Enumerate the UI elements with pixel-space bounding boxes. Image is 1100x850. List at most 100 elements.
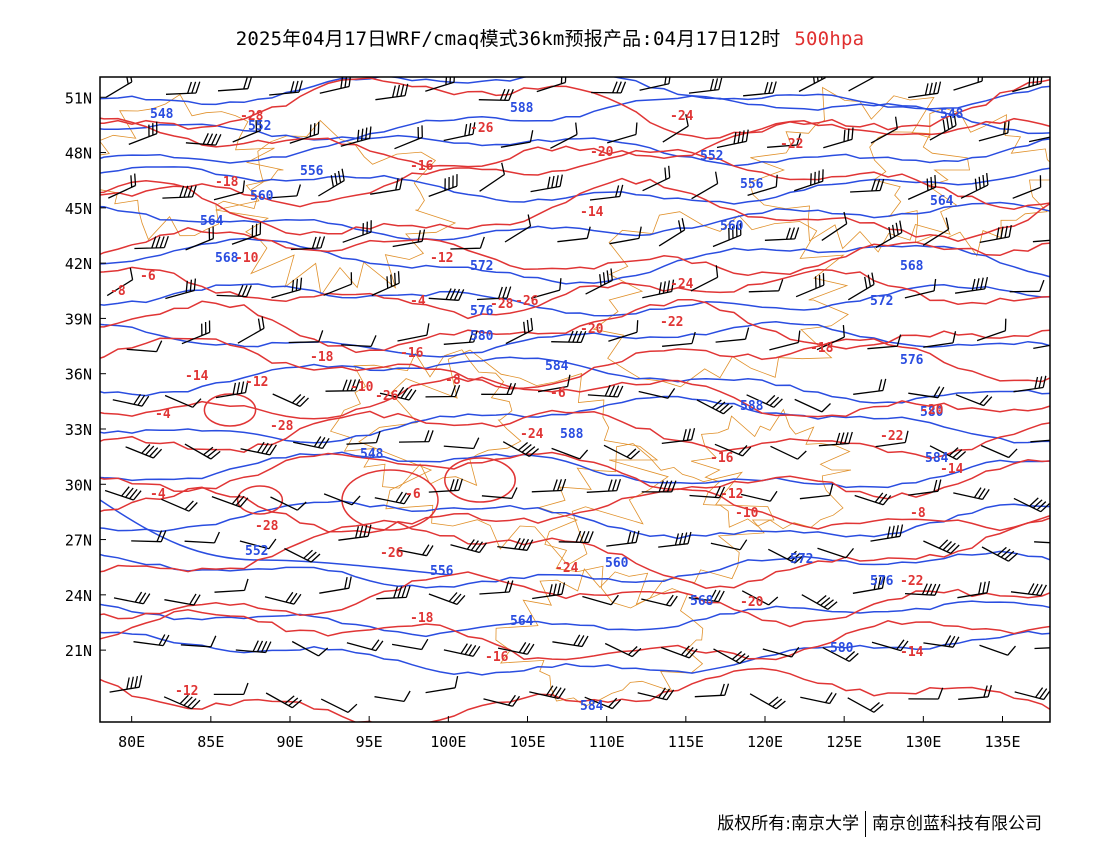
- height-contour-line: [100, 451, 1050, 489]
- wind-barb: [185, 226, 214, 251]
- wind-barb: [955, 394, 993, 407]
- height-contour-label: 552: [245, 544, 268, 559]
- wind-barb: [346, 639, 384, 652]
- wind-barb: [550, 122, 578, 149]
- wind-barb: [551, 330, 587, 344]
- wind-barb: [398, 430, 434, 443]
- wind-barb: [799, 483, 834, 500]
- wind-barb: [1032, 238, 1050, 243]
- wind-barb: [762, 646, 800, 658]
- wind-barb: [165, 81, 201, 95]
- wind-barb: [591, 81, 627, 94]
- height-contour-line: [100, 321, 1050, 358]
- height-contour-label: 552: [248, 119, 271, 134]
- temperature-contour-label: -12: [720, 487, 743, 502]
- wind-barb: [800, 692, 837, 705]
- wind-barb: [607, 122, 638, 144]
- wind-barb: [639, 77, 671, 91]
- temperature-contour-label: -8: [110, 284, 126, 299]
- temperature-contour-label: -4: [410, 294, 426, 309]
- wind-barb: [908, 81, 942, 99]
- temperature-contour-label: -12: [245, 375, 268, 390]
- wind-barb: [867, 334, 902, 350]
- wind-barb: [688, 77, 723, 94]
- wind-barb: [391, 638, 429, 651]
- height-contour-label: 576: [470, 304, 494, 319]
- wind-barb: [641, 480, 677, 493]
- temperature-contour-label: -26: [380, 546, 404, 561]
- temperature-contour-label: -28: [490, 297, 514, 312]
- copyright-footer: 版权所有:南京大学 南京创蓝科技有限公司: [717, 809, 1042, 837]
- wind-barb: [586, 479, 622, 493]
- lon-label: 110E: [589, 733, 625, 751]
- height-contour-label: 556: [740, 177, 764, 192]
- temperature-contour-line: [100, 486, 1050, 534]
- temperature-contour-label: -20: [920, 403, 944, 418]
- wind-barb: [662, 114, 689, 143]
- temperature-contour-label: -24: [670, 277, 694, 292]
- wind-barb: [694, 683, 730, 698]
- wind-barb: [497, 642, 535, 655]
- wind-barb: [658, 531, 692, 548]
- wind-barb: [290, 236, 326, 251]
- wind-barb: [743, 81, 777, 97]
- wind-barb: [960, 173, 989, 199]
- temperature-contour-label: -10: [350, 380, 374, 395]
- boundary-line: [537, 443, 775, 609]
- temperature-contour-label: -16: [400, 346, 424, 361]
- wind-barb: [213, 682, 249, 696]
- height-contour-label: 580: [830, 641, 854, 656]
- wind-barb: [953, 77, 983, 91]
- wind-barb: [215, 380, 249, 399]
- wind-barb: [425, 77, 455, 92]
- wind-barb: [747, 174, 778, 197]
- temperature-contour-label: -12: [175, 684, 198, 699]
- wind-barb: [289, 121, 320, 144]
- wind-barb: [162, 185, 197, 199]
- wind-barb: [980, 444, 1018, 459]
- wind-barb: [662, 331, 696, 347]
- temperature-contour-line: [100, 451, 1050, 500]
- wind-barb: [661, 428, 696, 445]
- temperature-contour-line: [100, 148, 1050, 210]
- wind-barb: [529, 685, 566, 700]
- height-contour-label: 580: [470, 329, 494, 344]
- height-contour-line: [100, 600, 1050, 638]
- wind-barb: [265, 692, 302, 709]
- wind-barb: [740, 490, 778, 502]
- boundary-lines: [100, 86, 1050, 707]
- wind-barb: [450, 539, 488, 554]
- temperature-contour-label: -14: [580, 205, 604, 220]
- wind-barb: [822, 647, 859, 662]
- wind-barb: [852, 576, 886, 594]
- wind-barb: [184, 443, 221, 460]
- wind-barb: [325, 379, 361, 392]
- temperature-contour-label: -20: [580, 322, 604, 337]
- wind-barb: [443, 643, 481, 657]
- wind-barb: [450, 236, 485, 250]
- height-contour-line: [100, 283, 1050, 317]
- lon-label: 100E: [430, 733, 466, 751]
- axes: 51N 48N 45N 42N 39N 36N 33N 30N 27N 24N 21N 80E 85E 9…: [65, 89, 1021, 751]
- wind-barb: [642, 165, 671, 192]
- wind-barb: [606, 530, 640, 547]
- wind-barb: [371, 271, 400, 296]
- wind-barb: [710, 539, 748, 551]
- temperature-contour-label: -10: [735, 506, 759, 521]
- wind-barb: [981, 546, 1018, 562]
- lon-label: 130E: [905, 733, 941, 751]
- temperature-contour-label: -22: [880, 429, 903, 444]
- wind-barb: [715, 327, 750, 343]
- wind-barb: [483, 694, 521, 707]
- height-contour-label: 588: [510, 101, 534, 116]
- wind-barb: [552, 634, 589, 648]
- height-contours: [100, 77, 1050, 676]
- wind-barb: [113, 591, 151, 605]
- wind-barb: [794, 398, 831, 413]
- wind-barb: [443, 437, 480, 450]
- wind-barb: [923, 539, 960, 554]
- temperature-contour-label: -12: [430, 251, 453, 266]
- wind-barb: [319, 77, 351, 94]
- wind-barb: [801, 594, 838, 610]
- boundary-line: [495, 568, 704, 707]
